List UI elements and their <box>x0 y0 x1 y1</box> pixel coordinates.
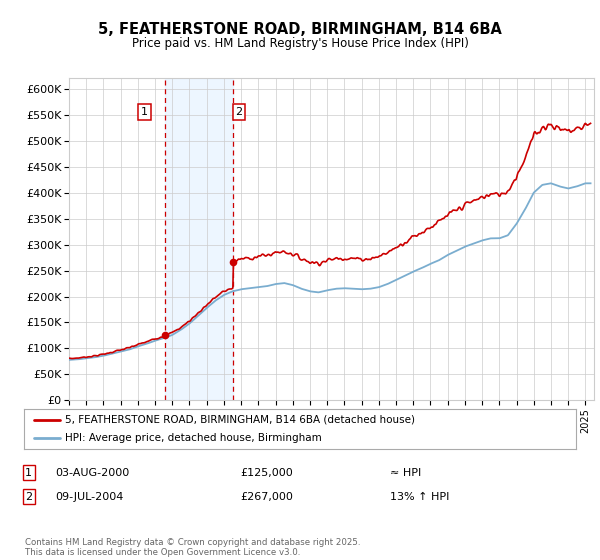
Text: HPI: Average price, detached house, Birmingham: HPI: Average price, detached house, Birm… <box>65 433 322 443</box>
Text: 13% ↑ HPI: 13% ↑ HPI <box>390 492 449 502</box>
Text: 2: 2 <box>235 107 242 117</box>
Text: 5, FEATHERSTONE ROAD, BIRMINGHAM, B14 6BA: 5, FEATHERSTONE ROAD, BIRMINGHAM, B14 6B… <box>98 22 502 38</box>
Text: 5, FEATHERSTONE ROAD, BIRMINGHAM, B14 6BA (detached house): 5, FEATHERSTONE ROAD, BIRMINGHAM, B14 6B… <box>65 415 415 424</box>
Text: 2: 2 <box>25 492 32 502</box>
Bar <box>165 78 233 400</box>
Text: ≈ HPI: ≈ HPI <box>390 468 421 478</box>
Text: 09-JUL-2004: 09-JUL-2004 <box>55 492 124 502</box>
Text: 1: 1 <box>141 107 148 117</box>
Text: Contains HM Land Registry data © Crown copyright and database right 2025.
This d: Contains HM Land Registry data © Crown c… <box>25 538 361 557</box>
Text: £267,000: £267,000 <box>240 492 293 502</box>
Text: £125,000: £125,000 <box>240 468 293 478</box>
Text: 03-AUG-2000: 03-AUG-2000 <box>55 468 130 478</box>
Text: 1: 1 <box>25 468 32 478</box>
Text: Price paid vs. HM Land Registry's House Price Index (HPI): Price paid vs. HM Land Registry's House … <box>131 37 469 50</box>
